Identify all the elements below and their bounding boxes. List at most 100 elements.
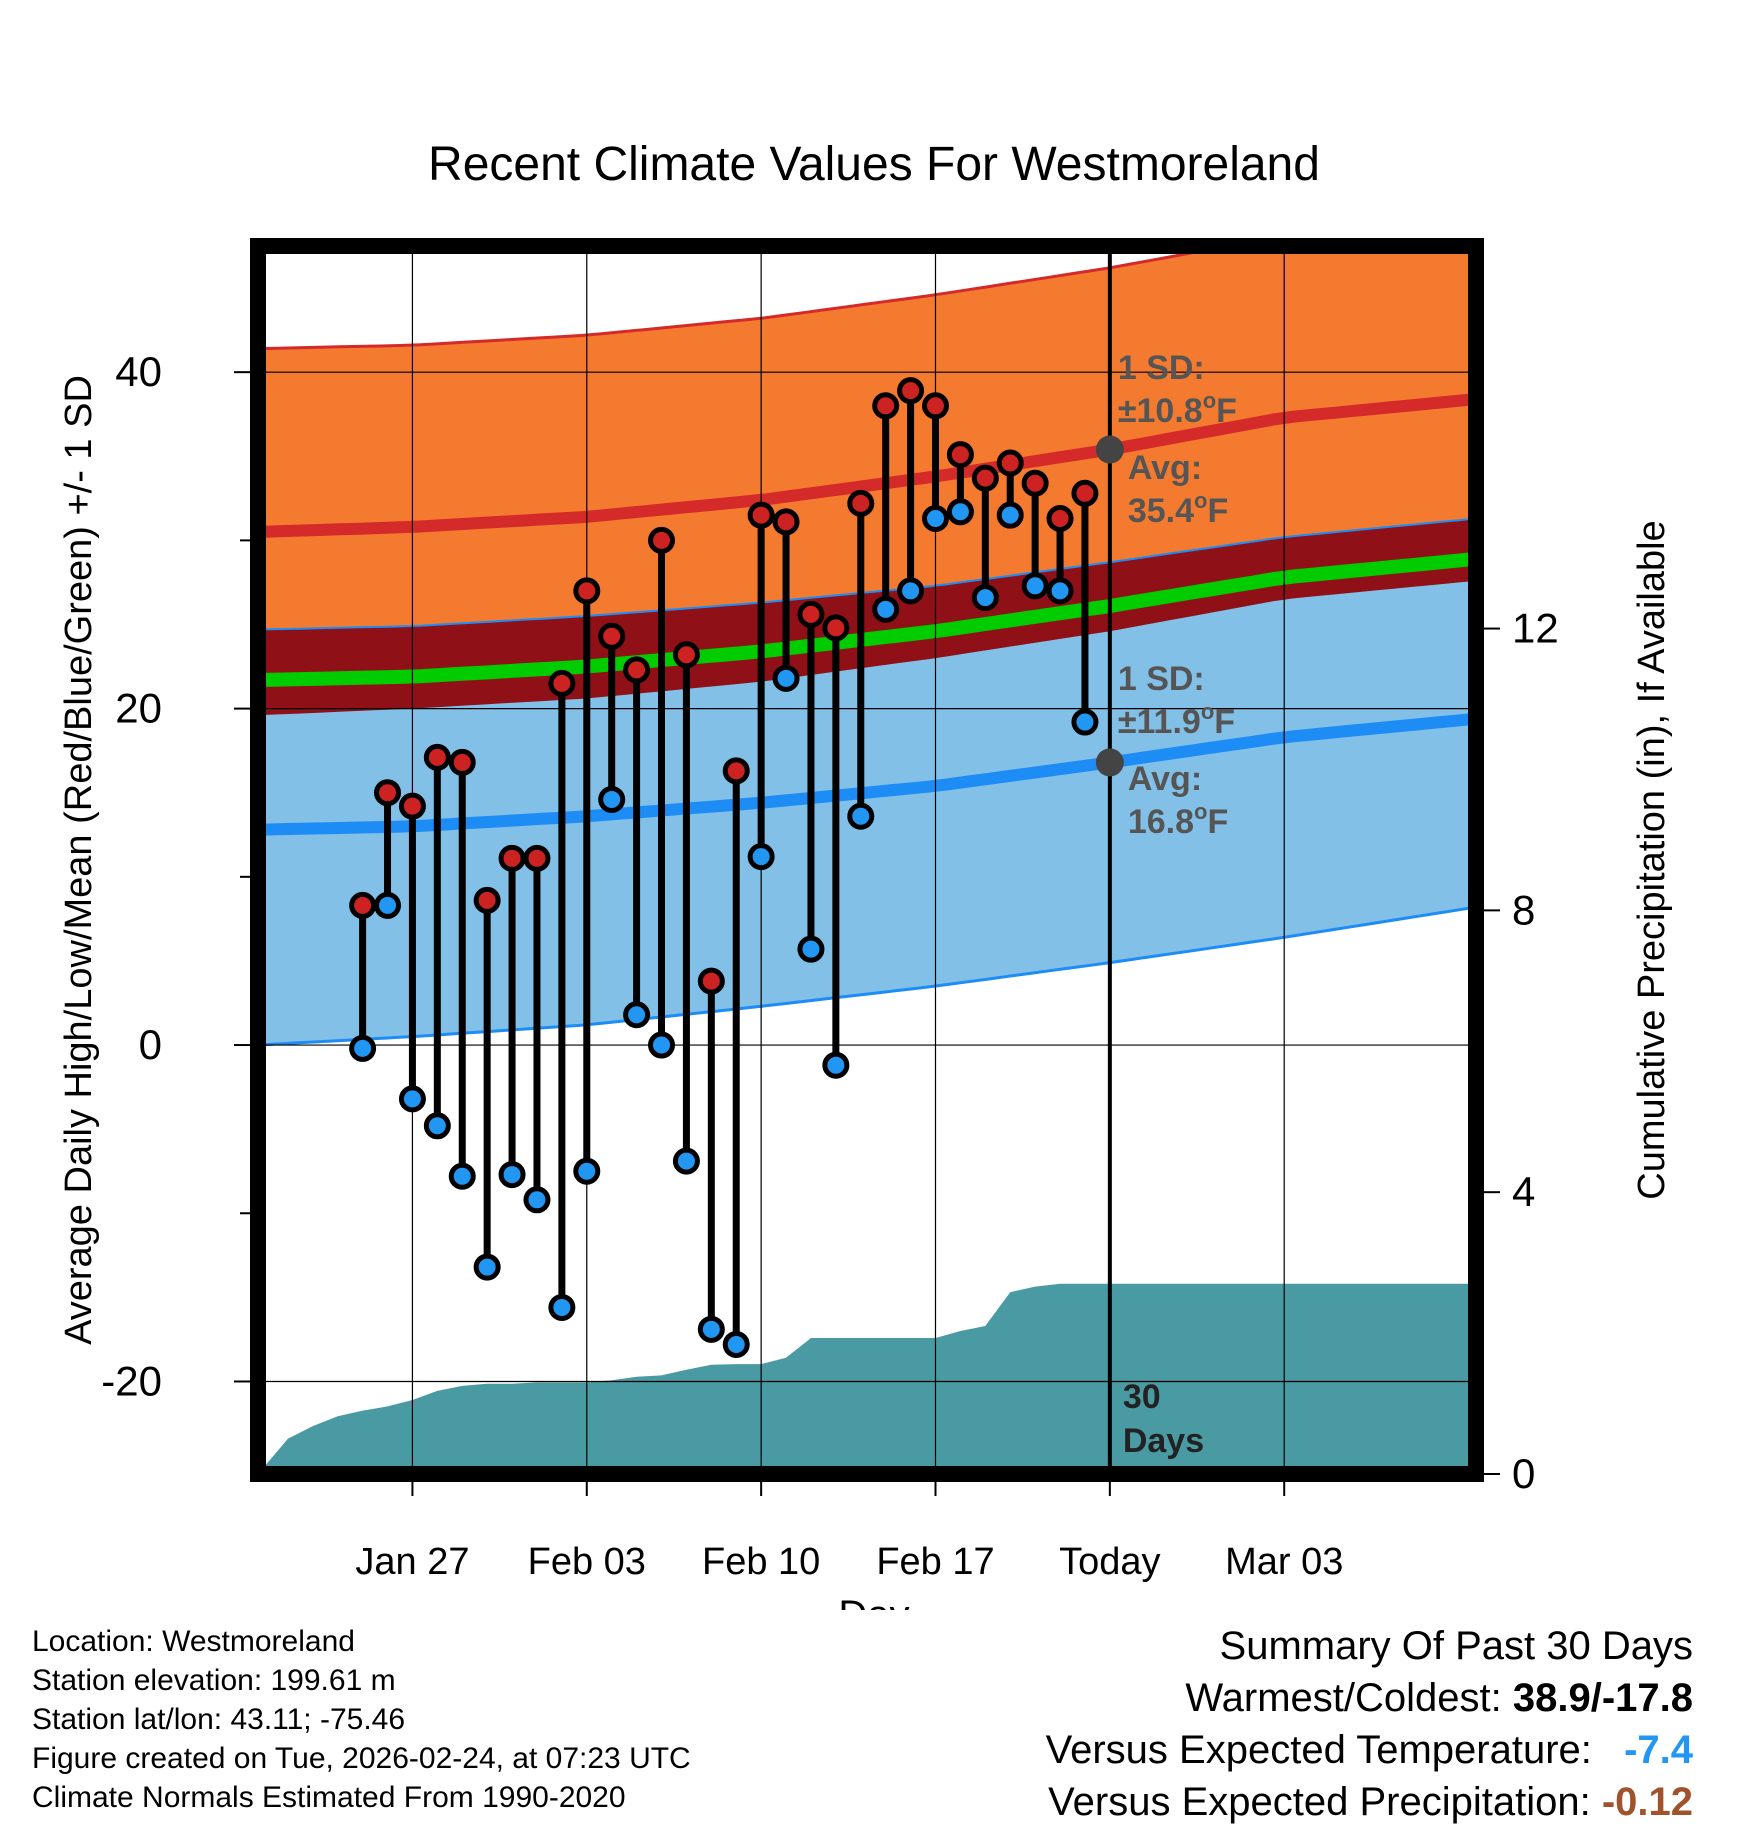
high-point xyxy=(921,392,949,420)
low-point xyxy=(398,1085,426,1113)
location-text: Location: Westmoreland xyxy=(32,1625,355,1658)
low-point xyxy=(822,1051,850,1079)
low-point xyxy=(1046,577,1074,605)
low-point xyxy=(1071,708,1099,736)
high-point xyxy=(797,600,825,628)
y-tick-label-left: 20 xyxy=(115,685,162,732)
x-tick-label: Feb 03 xyxy=(528,1541,646,1583)
low-avg-number: 16.8 xyxy=(1128,803,1194,841)
high-avg-number: 35.4 xyxy=(1128,492,1194,530)
low-avg-label: Avg: xyxy=(1128,760,1202,798)
high-point xyxy=(423,743,451,771)
high-avg-degree: o xyxy=(1194,488,1207,513)
warm-cold-label: Warmest/Coldest: xyxy=(1185,1676,1502,1720)
high-point xyxy=(897,377,925,405)
low-point xyxy=(946,498,974,526)
low-point xyxy=(1021,572,1049,600)
low-point xyxy=(573,1157,601,1185)
low-point xyxy=(548,1293,576,1321)
high-point xyxy=(523,844,551,872)
observations xyxy=(349,377,1099,1358)
warm-cold-value: 38.9/-17.8 xyxy=(1512,1676,1693,1720)
low-point xyxy=(797,935,825,963)
high-sd-degree: o xyxy=(1203,388,1216,413)
mean-average-line xyxy=(258,551,1476,687)
high-point xyxy=(772,508,800,536)
high-sd-unit: F xyxy=(1216,392,1237,430)
y-tick-label-left: -20 xyxy=(101,1357,162,1404)
high-point xyxy=(672,641,700,669)
summary-panel: Summary Of Past 30 Days Warmest/Coldest:… xyxy=(1046,1620,1693,1828)
low-avg-marker xyxy=(1095,748,1124,777)
y-tick-label-right: 12 xyxy=(1512,605,1559,652)
axes: Jan 27 Feb 03 Feb 10 Feb 17 Today Mar 0340200… xyxy=(58,348,1673,1610)
high-point xyxy=(573,577,601,605)
high-point xyxy=(498,844,526,872)
precipitation-area xyxy=(258,1283,1476,1474)
y-tick-label-right: 4 xyxy=(1512,1168,1535,1215)
high-point xyxy=(872,392,900,420)
summary-precip: Versus Expected Precipitation: -0.12 xyxy=(1046,1776,1693,1828)
low-point xyxy=(349,1034,377,1062)
precip-value: -0.12 xyxy=(1601,1780,1693,1824)
precipitation-fill xyxy=(258,1283,1476,1474)
summary-temp: Versus Expected Temperature: -7.4 xyxy=(1046,1724,1693,1776)
low-point xyxy=(747,843,775,871)
normals-text: Climate Normals Estimated From 1990-2020 xyxy=(32,1781,626,1814)
high-point xyxy=(448,748,476,776)
station-info: Location: Westmoreland Station elevation… xyxy=(32,1622,691,1817)
low-avg-unit: F xyxy=(1207,803,1228,841)
low-point xyxy=(448,1162,476,1190)
high-point xyxy=(1071,479,1099,507)
x-tick-label: Mar 03 xyxy=(1225,1541,1343,1583)
low-point xyxy=(921,505,949,533)
low-point xyxy=(374,891,402,919)
low-avg-value: 16.8oF xyxy=(1128,799,1228,841)
low-point xyxy=(523,1186,551,1214)
low-sd-upper-line xyxy=(258,517,1476,631)
low-point xyxy=(697,1315,725,1343)
high-sd-value: ±10.8oF xyxy=(1118,388,1237,430)
climate-chart: Recent Climate Values For Westmoreland 1… xyxy=(58,138,1673,1610)
low-point xyxy=(772,664,800,692)
high-average-line xyxy=(258,393,1476,538)
elevation-text: Station elevation: 199.61 m xyxy=(32,1664,396,1697)
low-sd-value: ±11.9oF xyxy=(1118,699,1235,741)
high-point xyxy=(548,669,576,697)
high-point xyxy=(598,622,626,650)
period-label-days: Days xyxy=(1123,1422,1204,1460)
low-point xyxy=(473,1253,501,1281)
x-axis-label: Day xyxy=(838,1593,909,1610)
temp-label: Versus Expected Temperature: xyxy=(1045,1728,1592,1772)
low-point xyxy=(598,785,626,813)
created-text: Figure created on Tue, 2026-02-24, at 07… xyxy=(32,1742,691,1775)
y-axis-label-right: Cumulative Precipitation (in), If Availa… xyxy=(1631,520,1673,1199)
latlon-text: Station lat/lon: 43.11; -75.46 xyxy=(32,1703,406,1736)
high-point xyxy=(648,526,676,554)
low-sd-unit: F xyxy=(1214,703,1235,741)
low-sd-label: 1 SD: xyxy=(1118,660,1205,698)
y-tick-label-left: 0 xyxy=(139,1021,162,1068)
high-point xyxy=(398,792,426,820)
low-point xyxy=(623,1001,651,1029)
low-sd-number: ±11.9 xyxy=(1118,703,1201,741)
high-point xyxy=(847,489,875,517)
high-point xyxy=(1021,469,1049,497)
x-tick-label: Today xyxy=(1059,1541,1160,1583)
high-sd-upper-line xyxy=(258,246,1238,351)
high-point xyxy=(996,449,1024,477)
y-axis-label-left: Average Daily High/Low/Mean (Red/Blue/Gr… xyxy=(58,375,100,1345)
high-point xyxy=(1046,505,1074,533)
high-point xyxy=(971,464,999,492)
low-point xyxy=(722,1330,750,1358)
low-point xyxy=(971,584,999,612)
x-tick-label: Jan 27 xyxy=(355,1541,469,1583)
high-avg-marker xyxy=(1095,435,1124,464)
x-tick-label: Feb 17 xyxy=(876,1541,994,1583)
low-point xyxy=(648,1031,676,1059)
y-tick-label-right: 0 xyxy=(1512,1450,1535,1497)
high-sd-number: ±10.8 xyxy=(1118,392,1203,430)
low-point xyxy=(672,1147,700,1175)
low-point xyxy=(996,501,1024,529)
